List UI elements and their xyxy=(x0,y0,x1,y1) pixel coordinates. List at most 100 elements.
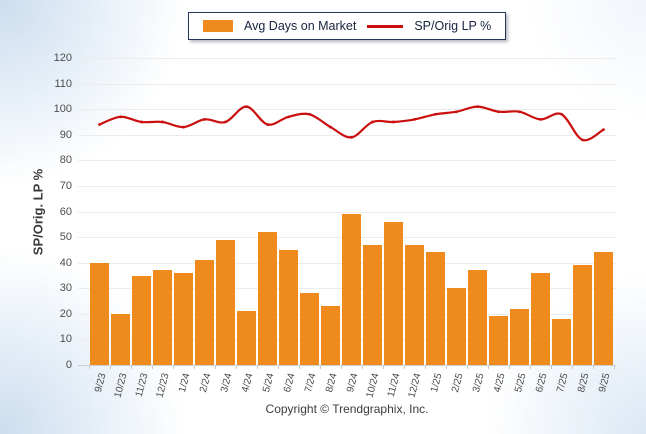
line-point xyxy=(245,105,248,109)
y-axis-tick-label: 10 xyxy=(59,333,72,346)
x-axis-tick xyxy=(299,365,300,369)
x-axis-label: 4/24 xyxy=(239,372,256,394)
x-axis-tick xyxy=(551,365,552,369)
line-point xyxy=(287,115,290,119)
x-axis-label: 8/25 xyxy=(575,372,592,394)
bar xyxy=(216,239,235,365)
x-axis-tick xyxy=(194,365,195,369)
line-point xyxy=(98,123,101,126)
x-axis-label: 3/25 xyxy=(470,372,487,394)
x-axis-label: 1/24 xyxy=(176,372,193,394)
y-axis-tick-label: 110 xyxy=(54,77,72,90)
x-axis-label: 2/25 xyxy=(449,372,466,394)
y-axis-tick-label: 80 xyxy=(59,154,72,167)
y-axis-tick-label: 60 xyxy=(59,205,72,218)
y-axis-tick-label: 70 xyxy=(59,179,72,192)
x-axis-tick xyxy=(383,365,384,369)
line-series-label: SP/Orig LP % xyxy=(414,19,492,33)
x-axis-tick xyxy=(467,365,468,369)
line-point xyxy=(602,128,605,132)
x-axis-label: 9/25 xyxy=(596,372,613,394)
line-point xyxy=(224,120,227,124)
x-axis-tick xyxy=(425,365,426,369)
x-axis-label: 9/23 xyxy=(92,372,109,394)
x-axis-label: 5/25 xyxy=(512,372,529,394)
y-axis-title: SP/Orig. LP % xyxy=(30,168,46,256)
line-point xyxy=(329,125,332,129)
x-axis-tick xyxy=(362,365,363,369)
x-axis-label: 7/25 xyxy=(554,372,571,394)
gridline xyxy=(78,134,616,136)
line-point xyxy=(182,125,185,129)
line-point xyxy=(371,120,374,124)
x-axis-line xyxy=(78,365,616,366)
x-axis-tick xyxy=(236,365,237,369)
line-point xyxy=(161,120,164,124)
x-axis-tick xyxy=(215,365,216,369)
x-axis-label: 11/23 xyxy=(133,372,151,399)
line-point xyxy=(392,120,395,124)
x-axis-tick xyxy=(572,365,573,369)
bar xyxy=(405,244,424,365)
x-axis-tick xyxy=(446,365,447,369)
bar-series-swatch xyxy=(203,20,233,32)
bar xyxy=(174,272,193,365)
bar xyxy=(195,260,214,365)
y-axis-tick-label: 40 xyxy=(59,256,72,269)
x-axis-tick xyxy=(152,365,153,369)
bar xyxy=(279,249,298,365)
x-axis-tick xyxy=(593,365,594,369)
x-axis-tick xyxy=(404,365,405,369)
y-axis-tick-label: 20 xyxy=(59,307,72,320)
x-axis-label: 3/24 xyxy=(218,372,235,394)
gridline xyxy=(78,211,616,213)
bar xyxy=(489,316,508,365)
x-axis-tick xyxy=(509,365,510,369)
x-axis-tick xyxy=(341,365,342,369)
bar xyxy=(258,232,277,365)
bar xyxy=(552,318,571,365)
bar xyxy=(426,252,445,365)
x-axis-label: 10/23 xyxy=(112,372,130,400)
bar xyxy=(594,252,613,365)
x-axis-tick xyxy=(488,365,489,369)
line-point xyxy=(140,120,143,124)
gridline xyxy=(78,109,616,111)
y-axis-tick-label: 0 xyxy=(65,359,72,371)
line-point xyxy=(350,135,353,139)
line-point xyxy=(119,115,122,119)
gridline xyxy=(78,58,616,59)
x-axis-tick xyxy=(614,365,615,369)
y-axis-tick-label: 100 xyxy=(53,103,72,116)
x-axis-label: 6/25 xyxy=(533,372,550,394)
bar xyxy=(447,288,466,366)
bar xyxy=(342,214,361,365)
line-point xyxy=(581,138,584,142)
line-point xyxy=(539,118,542,121)
y-axis-tick-label: 90 xyxy=(59,128,72,141)
y-axis-tick-label: 30 xyxy=(59,282,72,295)
x-axis-label: 12/23 xyxy=(154,372,172,400)
x-axis-tick xyxy=(257,365,258,369)
line-point xyxy=(308,112,311,116)
line-point xyxy=(560,112,563,116)
bar xyxy=(132,275,151,365)
line-point xyxy=(497,110,500,114)
line-point xyxy=(203,118,206,121)
x-axis-label: 4/25 xyxy=(491,372,508,394)
legend: Avg Days on Market SP/Orig LP % xyxy=(188,12,507,40)
x-axis-tick xyxy=(110,365,111,369)
x-axis-label: 2/24 xyxy=(197,372,214,394)
bar xyxy=(300,293,319,365)
gridline xyxy=(78,160,616,162)
line-series-swatch xyxy=(367,24,404,28)
y-axis-tick-label: 120 xyxy=(53,52,72,64)
bar xyxy=(237,311,256,365)
line-point xyxy=(476,105,479,109)
bar xyxy=(153,270,172,365)
bar xyxy=(111,313,130,365)
x-axis-tick xyxy=(131,365,132,369)
line-point xyxy=(413,118,416,121)
bar-series-label: Avg Days on Market xyxy=(244,19,357,33)
